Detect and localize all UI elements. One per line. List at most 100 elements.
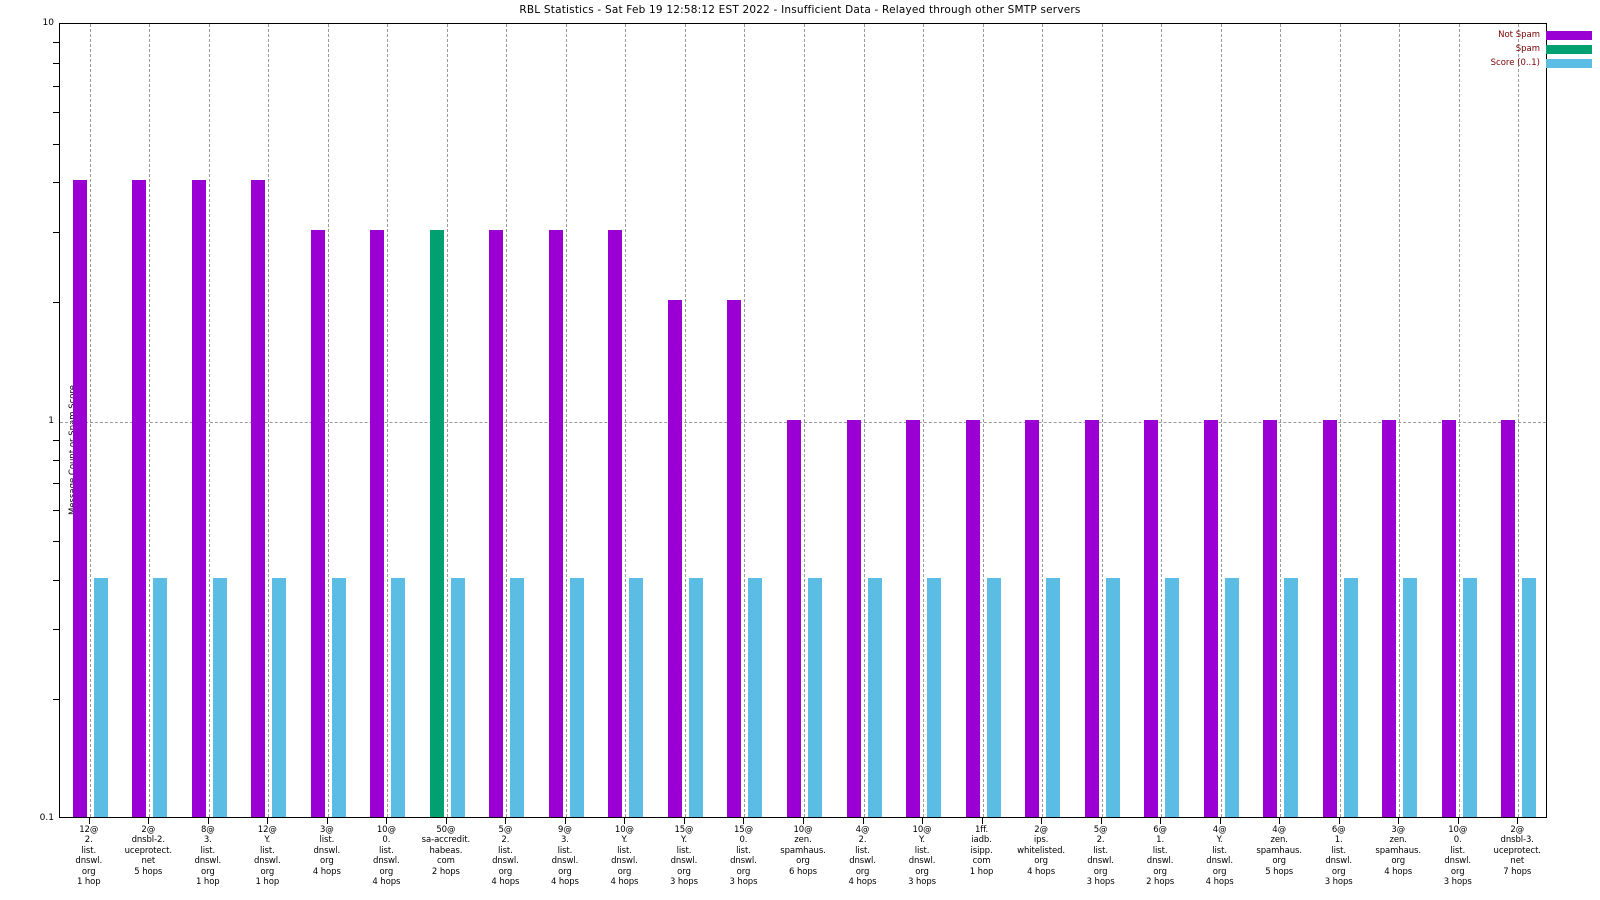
x-axis-category-label-line: iadb. [971, 835, 992, 846]
x-axis-category-label-line: org [677, 866, 691, 877]
bar-score [688, 577, 703, 817]
x-axis-category-label-line: list. [81, 845, 97, 856]
x-axis-category-label-line: 10@ [793, 825, 813, 835]
y-axis-minor-tick [53, 439, 60, 441]
x-axis-tick [1279, 818, 1281, 824]
bar-not-spam [191, 180, 206, 817]
x-axis-category-label-line: 1 hop [76, 877, 101, 888]
x-axis-tick [88, 818, 90, 824]
x-axis-category-label-line: org [1272, 856, 1286, 867]
x-axis-category-label-line: Y. [680, 835, 687, 846]
bar-not-spam [667, 299, 682, 817]
horizontal-gridline [60, 421, 1546, 423]
gridlines [60, 24, 1546, 817]
x-axis-category-label-line: dnsbl-3. [1500, 835, 1534, 846]
x-axis-category-label-line: 3. [203, 835, 212, 846]
bar-score [93, 577, 108, 817]
x-axis-category-label-line: dnsbl-2. [131, 835, 165, 846]
x-axis-category-label-line: 10@ [1448, 825, 1468, 835]
x-axis-category-label-line: 4 hops [372, 877, 401, 888]
vertical-gridline [1458, 24, 1460, 817]
x-axis-category-label-line: 1. [1334, 835, 1343, 846]
x-axis-category-label: 5@ 2. list. dnswl. org 3 hops [1055, 825, 1147, 887]
x-axis-category-label-line: list. [617, 845, 632, 856]
bar-not-spam [251, 180, 266, 817]
bar-not-spam [489, 229, 504, 817]
legend-color-swatch [1546, 58, 1592, 68]
x-axis-category-label-line: list. [855, 845, 870, 856]
y-axis-tick-label: 0.1 [39, 813, 54, 823]
x-axis-category-label-line: list. [200, 845, 216, 856]
y-axis-minor-tick [53, 143, 60, 145]
vertical-gridline [923, 24, 925, 817]
x-axis-category-label-line: spamhaus. [1375, 845, 1421, 856]
x-axis-category-label-line: 3 hops [1086, 877, 1115, 888]
x-axis-category-label-line: zen. [1389, 835, 1407, 846]
vertical-gridline [1339, 24, 1341, 817]
x-axis-category-label-line: 6@ [1153, 825, 1167, 835]
x-axis-category-label-line: list. [557, 845, 573, 856]
x-axis-category-label-line: list. [498, 845, 513, 856]
x-axis-category-label: 1ff. iadb. isipp. com 1 hop [936, 825, 1028, 877]
x-axis-category-label-line: 10@ [376, 825, 396, 835]
x-axis-category-label: 10@ Y. list. dnswl. org 4 hops [578, 825, 670, 887]
x-axis-category-label-line: 4@ [855, 825, 870, 835]
x-axis-category-label-line: 10@ [614, 825, 634, 835]
vertical-gridline [268, 24, 270, 817]
x-axis-category-label-line: 4@ [1212, 825, 1227, 835]
legend-color-swatch [1546, 44, 1592, 54]
x-axis-category-label-line: 3 hops [1324, 877, 1353, 888]
plot-area [53, 23, 1547, 818]
legend-item: Score (0..1) [1491, 58, 1592, 68]
x-axis-category-label-line: habeas. [429, 845, 463, 856]
x-axis-category-label-line: org [379, 866, 394, 877]
x-axis-category-label: 15@ Y. list. dnswl. org 3 hops [638, 825, 730, 887]
x-axis-category-label: 10@ zen. spamhaus. org 6 hops [757, 825, 849, 877]
x-axis-category-label-line: 3. [560, 835, 569, 846]
bar-not-spam [72, 180, 87, 817]
x-axis-category-label-line: org [498, 866, 513, 877]
bar-score [331, 577, 346, 817]
legend-color-swatch [1546, 30, 1592, 40]
vertical-gridline [804, 24, 805, 817]
bar-score [1105, 577, 1120, 817]
x-axis-category-label-line: org [81, 866, 96, 877]
x-axis-category-label-line: list. [914, 845, 930, 856]
x-axis-category-label-line: 4 hops [848, 877, 877, 888]
y-axis-minor-tick [53, 42, 60, 44]
y-axis-minor-tick [53, 579, 60, 581]
x-axis-category-label-line: org [200, 866, 215, 877]
x-axis-category-label-line: 2. [1096, 835, 1105, 846]
x-axis-category-label-line: list. [259, 845, 275, 856]
y-axis-tick-label: 1 [48, 415, 54, 426]
x-axis-category-label-line: 10@ [912, 825, 932, 835]
legend: Not Spam Spam Score (0..1) [1491, 30, 1592, 68]
x-axis-category-label: 12@ 2. list. dnswl. org 1 hop [43, 825, 135, 887]
x-axis-category-label-line: 8@ [200, 825, 215, 835]
x-axis-category-label-line: 6@ [1331, 825, 1346, 835]
x-axis-category-label-line: dnswl. [373, 856, 400, 867]
x-axis-category-label-line: 7 hops [1503, 866, 1532, 877]
x-axis-category-label-line: 1 hop [196, 877, 220, 888]
x-axis-category-label: 10@ Y. list. dnswl. org 3 hops [876, 825, 968, 887]
bars-layer [60, 24, 1546, 817]
bar-not-spam [965, 419, 980, 817]
bar-score [1165, 577, 1180, 817]
x-axis-category-label-line: Y. [621, 835, 628, 846]
x-axis-category-label: 3@ list. dnswl. org 4 hops [281, 825, 373, 877]
vertical-gridline [744, 24, 746, 817]
vertical-gridline [684, 24, 686, 817]
bar-not-spam [846, 419, 861, 817]
bar-score [510, 577, 525, 817]
x-axis-tick [1517, 818, 1519, 824]
vertical-gridline [1399, 24, 1401, 817]
bar-score [1522, 577, 1537, 817]
vertical-gridline [1220, 24, 1222, 817]
x-axis-tick [1398, 818, 1400, 824]
x-axis-category-label-line: 4 hops [610, 877, 639, 888]
x-axis-category-label-line: 5 hops [1265, 866, 1294, 877]
x-axis-category-label-line: dnswl. [1087, 856, 1114, 867]
vertical-gridline [89, 24, 91, 817]
x-axis-category-label: 4@ 2. list. dnswl. org 4 hops [817, 825, 909, 887]
y-axis-minor-tick [53, 85, 60, 87]
